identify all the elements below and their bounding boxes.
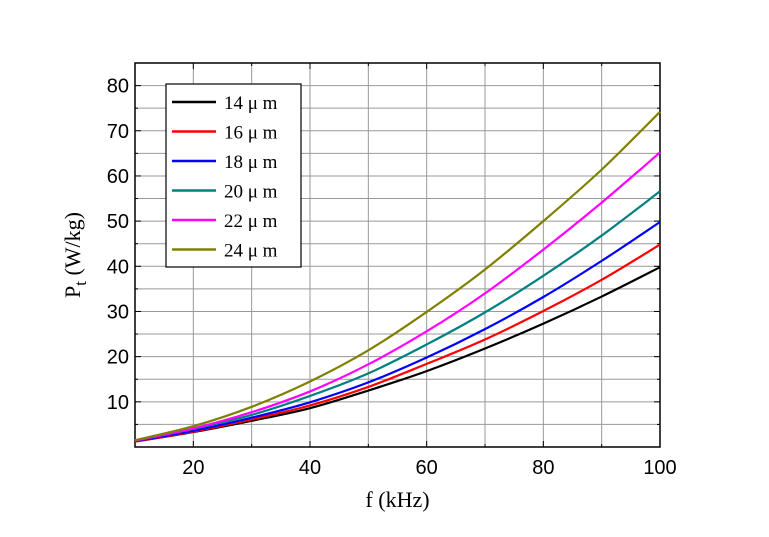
plot-frame — [134, 62, 661, 448]
tick-labels: 20 40 60 80 100 10 20 30 40 50 60 70 80 — [107, 76, 677, 479]
legend-label: 16 μ m — [224, 123, 278, 144]
series-line — [134, 243, 661, 443]
y-tick-label: 40 — [107, 256, 129, 278]
legend-label: 18 μ m — [224, 152, 278, 173]
legend: 14 μ m 16 μ m 18 μ m 20 μ m 22 μ m 24 μ m — [165, 83, 302, 268]
legend-label: 22 μ m — [224, 211, 278, 232]
x-tick-label: 40 — [299, 457, 321, 479]
x-tick-label: 100 — [643, 457, 676, 479]
x-axis-label: f (kHz) — [365, 487, 429, 512]
series-line — [134, 111, 661, 442]
legend-label: 24 μ m — [224, 241, 278, 262]
series-line — [134, 266, 661, 443]
y-axis-label-main: P — [60, 286, 85, 298]
x-tick-label: 60 — [416, 457, 438, 479]
y-tick-label: 30 — [107, 301, 129, 323]
y-tick-label: 20 — [107, 347, 129, 369]
legend-label: 14 μ m — [224, 93, 278, 114]
series-layer — [134, 111, 661, 443]
y-axis-label-rest: (W/kg) — [60, 212, 85, 281]
y-axis-label-sub: t — [71, 281, 90, 286]
x-tick-label: 20 — [182, 457, 204, 479]
y-axis-label: Pt (W/kg) — [60, 212, 90, 298]
series-line — [134, 221, 661, 443]
series-line — [134, 151, 661, 442]
axis-ticks — [134, 63, 661, 447]
legend-label: 20 μ m — [224, 182, 278, 203]
series-line — [134, 190, 661, 442]
legend-box — [165, 83, 302, 268]
x-tick-label: 80 — [532, 457, 554, 479]
y-tick-label: 70 — [107, 121, 129, 143]
y-tick-label: 80 — [107, 76, 129, 98]
y-tick-label: 10 — [107, 392, 129, 414]
y-tick-label: 60 — [107, 166, 129, 188]
y-tick-label: 50 — [107, 211, 129, 233]
